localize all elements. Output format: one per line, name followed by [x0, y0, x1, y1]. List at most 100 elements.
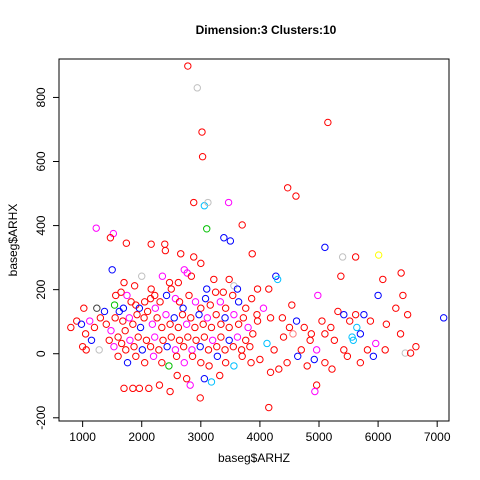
data-point: [351, 310, 360, 319]
data-point: [81, 330, 90, 338]
data-point: [182, 320, 191, 328]
data-point: [199, 320, 207, 328]
data-point: [330, 336, 339, 344]
data-point: [221, 304, 230, 312]
data-point: [392, 304, 400, 312]
chart-title: Dimension:3 Clusters:10: [196, 23, 337, 37]
data-point: [120, 384, 128, 393]
data-point: [175, 336, 184, 344]
data-point: [372, 339, 380, 348]
data-point: [229, 291, 237, 300]
data-point: [187, 314, 195, 322]
data-point: [207, 378, 216, 386]
data-point: [328, 365, 336, 373]
data-point: [114, 352, 122, 360]
data-point: [121, 326, 129, 335]
data-point: [184, 62, 192, 70]
data-point: [158, 323, 166, 332]
data-point: [190, 253, 198, 261]
data-point: [203, 225, 211, 233]
y-axis: -200 0 200 400 600 800: [34, 87, 60, 430]
y-tick-label: 400: [34, 215, 48, 235]
data-point: [360, 310, 368, 319]
x-tick-label: 7000: [424, 430, 451, 444]
data-point: [92, 224, 100, 232]
data-point: [82, 346, 90, 354]
data-point: [234, 320, 243, 328]
data-point: [238, 221, 246, 229]
data-point: [346, 317, 354, 325]
data-point: [196, 342, 204, 351]
data-point: [127, 298, 135, 306]
data-point: [86, 317, 94, 325]
data-point: [439, 314, 448, 322]
data-point: [283, 184, 292, 192]
y-tick-label: 600: [34, 151, 48, 171]
data-point: [200, 375, 209, 383]
data-point: [379, 275, 387, 284]
data-point: [396, 330, 405, 338]
data-point: [314, 291, 322, 300]
data-point: [197, 259, 205, 268]
data-point: [195, 310, 203, 319]
data-point: [140, 358, 149, 367]
data-point: [135, 384, 144, 393]
data-point: [279, 333, 288, 341]
data-point: [126, 336, 134, 344]
data-point: [132, 352, 140, 360]
y-tick-label: -200: [34, 405, 48, 429]
data-point: [356, 358, 365, 367]
data-point: [190, 198, 198, 207]
data-point: [197, 304, 205, 312]
data-point: [148, 320, 157, 328]
data-point: [225, 275, 233, 284]
data-point: [253, 285, 262, 293]
data-point: [102, 320, 110, 328]
data-point: [112, 291, 120, 300]
data-point: [248, 250, 256, 258]
data-point: [221, 358, 230, 367]
data-point: [165, 278, 174, 287]
data-point: [229, 342, 238, 351]
data-point: [200, 333, 209, 341]
data-point: [208, 336, 217, 344]
data-point: [197, 358, 205, 367]
data-point: [334, 307, 342, 316]
data-point: [138, 272, 146, 280]
data-point: [182, 375, 191, 383]
data-point: [151, 291, 159, 300]
data-point: [166, 387, 174, 396]
y-axis-label: baseg$ARHX: [6, 204, 20, 277]
data-point: [226, 237, 235, 245]
data-point: [107, 326, 115, 335]
data-point: [162, 291, 171, 300]
data-point: [412, 342, 420, 351]
data-point: [289, 330, 297, 338]
data-point: [311, 387, 319, 396]
data-point: [337, 272, 345, 280]
y-tick-label: 0: [34, 350, 48, 357]
data-point: [167, 285, 175, 293]
data-point: [147, 285, 155, 293]
data-point: [265, 403, 273, 412]
data-point: [369, 352, 378, 360]
data-point: [156, 298, 164, 306]
data-point: [233, 285, 242, 293]
data-point: [247, 294, 256, 303]
data-point: [401, 349, 409, 357]
data-point: [382, 320, 391, 328]
data-point: [178, 310, 187, 319]
data-point: [120, 278, 128, 287]
data-point: [270, 346, 278, 354]
data-point: [108, 266, 116, 274]
data-point: [253, 317, 262, 325]
data-point: [221, 314, 229, 322]
data-point: [312, 381, 321, 389]
data-point: [185, 291, 193, 300]
data-point: [117, 339, 126, 348]
data-point: [249, 330, 257, 338]
data-point: [95, 346, 103, 354]
data-point: [166, 320, 174, 328]
data-point: [351, 253, 360, 261]
data-point: [146, 342, 155, 351]
